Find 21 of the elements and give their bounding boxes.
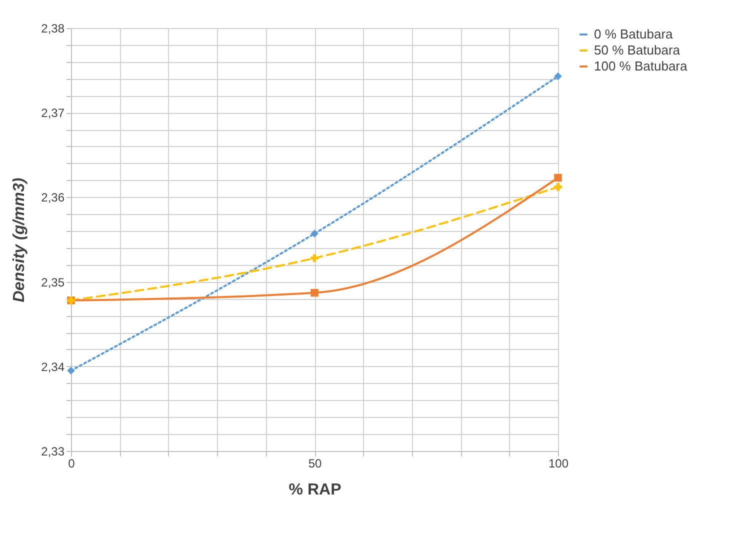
point <box>554 72 562 80</box>
point <box>554 183 562 191</box>
y-axis-title: Density (g/mm3) <box>11 178 28 302</box>
legend-label: 50 % Batubara <box>594 42 681 58</box>
x-tick-label: 100 <box>548 456 569 470</box>
y-tick-label: 2,38 <box>41 22 65 36</box>
point <box>310 254 318 262</box>
x-tick-label: 0 <box>68 456 76 470</box>
y-tick-label: 2,33 <box>41 444 65 458</box>
point <box>310 288 318 297</box>
x-axis-title: % RAP <box>288 482 342 498</box>
y-tick-label: 2,36 <box>41 190 65 205</box>
point <box>554 174 562 182</box>
y-tick-label: 2,37 <box>41 106 65 120</box>
point <box>310 230 318 238</box>
point <box>67 366 75 375</box>
legend-label: 0 % Batubara <box>594 26 674 42</box>
x-tick-label: 50 <box>308 456 322 470</box>
y-tick-label: 2,35 <box>41 275 65 290</box>
y-tick-label: 2,34 <box>41 360 65 374</box>
legend-label: 100 % Batubara <box>594 58 688 74</box>
